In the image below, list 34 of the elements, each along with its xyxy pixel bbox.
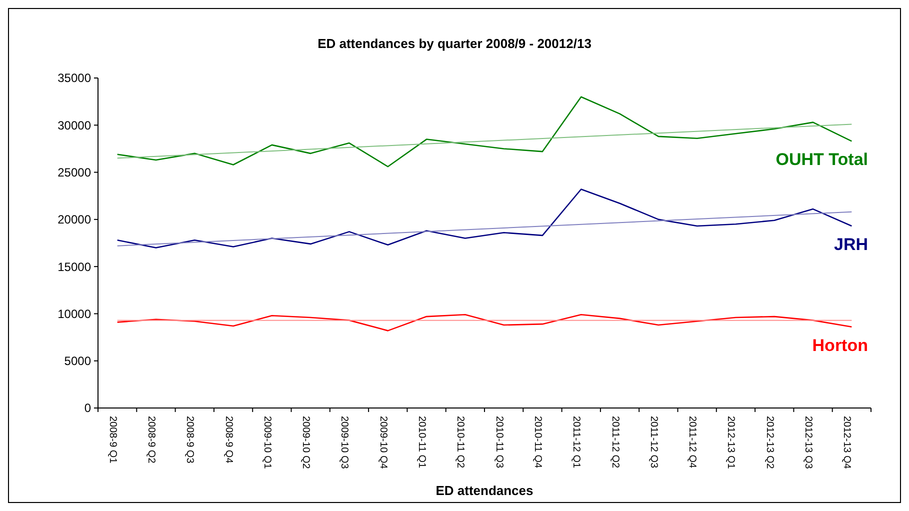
x-tick-label: 2008-9 Q3: [184, 416, 196, 464]
x-tick-label: 2008-9 Q1: [106, 416, 118, 464]
x-tick-label: 2011-12 Q2: [609, 416, 620, 469]
x-tick-label: 2010-11 Q1: [416, 416, 428, 469]
y-tick-label: 30000: [58, 118, 92, 132]
x-tick-label: 2010-11 Q4: [532, 416, 543, 469]
x-tick-label: 2011-12 Q1: [570, 416, 582, 469]
x-tick-label: 2012-13 Q3: [802, 416, 814, 470]
x-tick-label: 2008-9 Q2: [145, 416, 156, 464]
x-tick-label: 2012-13 Q2: [764, 416, 775, 470]
series-label: OUHT Total: [776, 150, 868, 170]
x-tick-label: 2011-12 Q3: [648, 416, 659, 469]
y-tick-label: 10000: [58, 306, 92, 321]
y-tick-label: 20000: [58, 212, 92, 227]
x-axis-title: ED attendances: [436, 483, 534, 498]
y-tick-label: 0: [84, 401, 92, 416]
x-tick-label: 2008-9 Q4: [222, 416, 234, 464]
x-tick-label: 2009-10 Q2: [300, 416, 312, 470]
series-label: Horton: [812, 336, 868, 355]
chart-title: ED attendances by quarter 2008/9 - 20012/13: [318, 36, 592, 51]
x-tick-label: 2010-11 Q3: [493, 416, 504, 469]
y-tick-label: 25000: [58, 165, 92, 180]
x-tick-label: 2009-10 Q4: [377, 416, 388, 470]
series-label: JRH: [834, 235, 868, 254]
x-tick-label: 2012-13 Q4: [841, 416, 852, 470]
x-tick-label: 2011-12 Q4: [686, 416, 698, 469]
line-series: [116, 314, 852, 332]
x-tick-label: 2009-10 Q1: [261, 416, 272, 470]
x-tick-label: 2009-10 Q3: [338, 416, 350, 470]
y-tick-label: 35000: [58, 71, 92, 86]
y-tick-label: 5000: [64, 354, 92, 368]
x-tick-label: 2010-11 Q2: [454, 416, 466, 469]
y-tick-label: 15000: [58, 260, 92, 274]
x-tick-label: 2012-13 Q1: [725, 416, 736, 470]
